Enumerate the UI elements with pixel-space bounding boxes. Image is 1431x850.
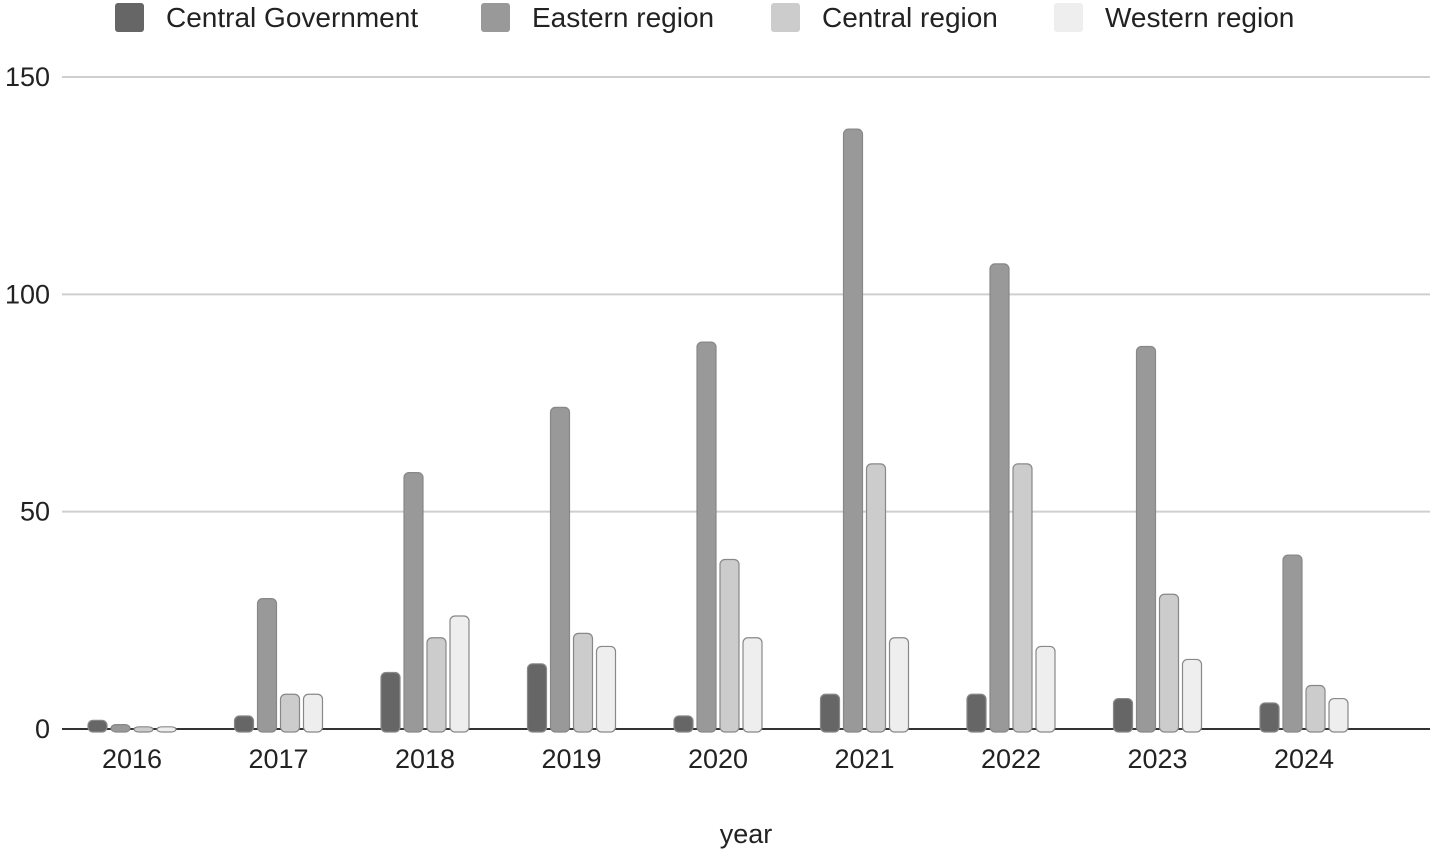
- bar-eastern-region-2024: [1282, 554, 1303, 733]
- bar-central-government-2017: [233, 715, 255, 733]
- x-tick-label: 2016: [102, 744, 162, 774]
- bar-central-government-2018: [380, 671, 401, 733]
- bar-central-region-2021: [865, 463, 887, 733]
- legend-swatch: [115, 3, 144, 32]
- bar-central-government-2023: [1112, 697, 1134, 733]
- bars: [87, 128, 1349, 733]
- bar-eastern-region-2021: [842, 128, 864, 733]
- bar-eastern-region-2022: [989, 263, 1010, 733]
- bar-western-region-2020: [742, 637, 763, 733]
- legend-swatch: [771, 3, 800, 32]
- x-tick-label: 2021: [834, 744, 894, 774]
- y-tick-label: 0: [35, 714, 50, 744]
- legend-swatch: [1054, 3, 1083, 32]
- legend-label: Central Government: [166, 2, 418, 33]
- bar-western-region-2022: [1035, 645, 1056, 733]
- bar-central-region-2016: [133, 726, 154, 733]
- bar-western-region-2017: [302, 693, 324, 733]
- legend-swatch: [481, 3, 510, 32]
- x-axis-title: year: [720, 819, 773, 849]
- bar-eastern-region-2016: [110, 724, 131, 733]
- bar-central-government-2021: [819, 693, 841, 733]
- bar-western-region-2016: [156, 726, 177, 733]
- bar-eastern-region-2018: [403, 471, 424, 733]
- bar-central-government-2016: [87, 719, 108, 733]
- legend-item-western-region: Western region: [1054, 2, 1294, 33]
- y-tick-label: 50: [20, 497, 50, 527]
- x-tick-label: 2019: [541, 744, 601, 774]
- x-tick-label: 2023: [1127, 744, 1187, 774]
- bar-western-region-2018: [449, 615, 470, 733]
- bar-central-region-2019: [572, 632, 594, 733]
- bar-eastern-region-2023: [1135, 345, 1157, 733]
- bar-central-region-2020: [719, 558, 740, 733]
- bar-central-region-2017: [279, 693, 301, 733]
- bar-central-region-2023: [1158, 593, 1180, 733]
- legend-label: Central region: [822, 2, 998, 33]
- legend-item-central-region: Central region: [771, 2, 998, 33]
- bar-western-region-2021: [888, 637, 910, 733]
- x-tick-label: 2022: [981, 744, 1041, 774]
- bar-central-government-2020: [673, 715, 694, 733]
- bar-western-region-2024: [1328, 697, 1349, 733]
- bar-eastern-region-2017: [256, 597, 278, 733]
- x-tick-label: 2017: [248, 744, 308, 774]
- bar-central-region-2018: [426, 637, 447, 733]
- bar-central-government-2022: [966, 693, 987, 733]
- bar-western-region-2023: [1181, 658, 1203, 733]
- bar-eastern-region-2019: [549, 406, 571, 733]
- x-axis-ticks: 2016 2017 2018 2019 2020 2021 2022 2023 2024: [102, 744, 1334, 774]
- x-tick-label: 2024: [1274, 744, 1334, 774]
- y-tick-label: 100: [5, 279, 50, 309]
- legend-label: Western region: [1105, 2, 1294, 33]
- x-tick-label: 2020: [688, 744, 748, 774]
- bar-central-government-2019: [526, 663, 548, 733]
- legend-item-central-government: Central Government: [115, 2, 418, 33]
- bar-central-region-2024: [1305, 684, 1326, 733]
- legend-label: Eastern region: [532, 2, 714, 33]
- bar-central-region-2022: [1012, 463, 1033, 733]
- bar-western-region-2019: [595, 645, 617, 733]
- x-tick-label: 2018: [395, 744, 455, 774]
- bar-central-government-2024: [1259, 702, 1280, 733]
- legend-item-eastern-region: Eastern region: [481, 2, 714, 33]
- legend: Central Government Eastern region Central …: [115, 2, 1294, 33]
- bar-eastern-region-2020: [696, 341, 717, 733]
- y-axis-ticks: 0 50 100 150: [5, 62, 50, 744]
- y-tick-label: 150: [5, 62, 50, 92]
